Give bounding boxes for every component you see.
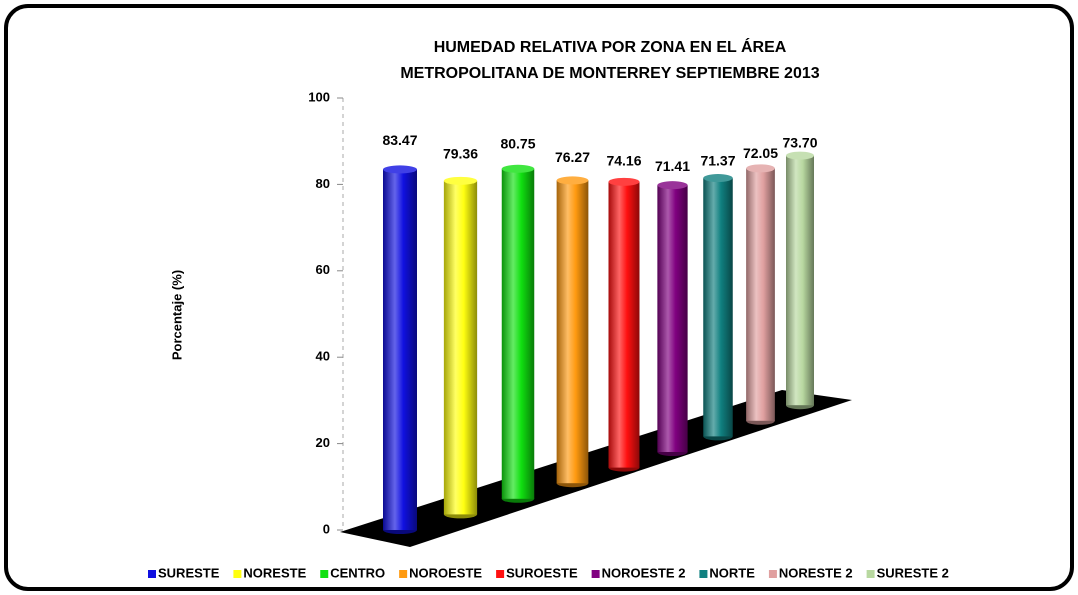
legend-label: NORESTE [243, 565, 306, 580]
y-tick-label: 80 [316, 176, 330, 191]
chart-title: METROPOLITANA DE MONTERREY SEPTIEMBRE 20… [400, 65, 819, 82]
legend-label: SUROESTE [506, 565, 578, 580]
data-label: 71.37 [700, 153, 735, 169]
legend-label: CENTRO [330, 565, 385, 580]
bar [501, 168, 535, 499]
chart-title: HUMEDAD RELATIVA POR ZONA EN EL ÁREA [434, 37, 787, 56]
legend-swatch [320, 570, 329, 578]
bar-top [703, 174, 733, 183]
bar-top [786, 151, 814, 160]
bar [443, 180, 478, 515]
data-label: 79.36 [443, 146, 478, 162]
y-tick-label: 40 [316, 349, 330, 364]
legend-label: NOROESTE [409, 565, 482, 580]
data-label: 73.70 [782, 134, 817, 150]
frame [4, 4, 1074, 591]
data-label: 80.75 [500, 136, 535, 152]
legend-swatch [399, 570, 408, 578]
bar-top [501, 164, 535, 173]
y-axis-label: Porcentaje (%) [169, 270, 184, 360]
y-tick-label: 100 [308, 89, 330, 104]
y-tick-label: 20 [316, 435, 330, 450]
bar-top [746, 164, 775, 173]
bar [703, 178, 733, 437]
legend-label: NOROESTE 2 [602, 565, 686, 580]
legend-swatch [233, 570, 242, 578]
legend-label: NORTE [709, 565, 755, 580]
bar [608, 181, 640, 468]
bar [746, 168, 775, 421]
legend-swatch [496, 570, 505, 578]
legend-swatch [768, 570, 777, 578]
legend-swatch [591, 570, 600, 578]
legend-label: SURESTE 2 [877, 565, 949, 580]
legend-swatch [699, 570, 708, 578]
bar-top [443, 176, 478, 185]
bar-top [383, 165, 417, 174]
bar-top [657, 181, 688, 190]
data-label: 76.27 [555, 149, 590, 165]
data-label: 83.47 [382, 132, 417, 148]
legend-label: SURESTE [158, 565, 220, 580]
legend-swatch [148, 570, 156, 578]
y-tick-label: 60 [316, 262, 330, 277]
bar [786, 155, 814, 406]
bar-top [556, 176, 589, 185]
legend-swatch [866, 570, 875, 578]
legend-label: NORESTE 2 [779, 565, 853, 580]
y-tick-label: 0 [323, 521, 330, 536]
data-label: 71.41 [655, 158, 690, 174]
bar [383, 169, 417, 530]
bar [657, 185, 688, 453]
bar [556, 180, 589, 484]
data-label: 72.05 [743, 145, 778, 161]
bar-top [608, 177, 640, 186]
data-label: 74.16 [606, 153, 641, 169]
